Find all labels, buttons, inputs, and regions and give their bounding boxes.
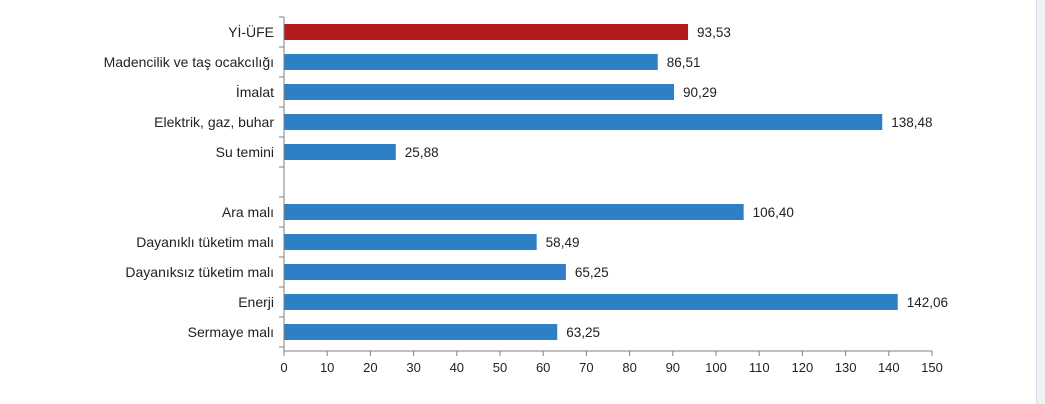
data-label: 93,53	[697, 25, 731, 40]
x-tick-label: 120	[792, 360, 814, 375]
edge-strip	[1036, 0, 1045, 404]
category-label: Ara malı	[222, 204, 274, 220]
bar	[284, 144, 396, 160]
bar	[284, 234, 537, 250]
bar	[284, 54, 658, 70]
category-label: Elektrik, gaz, buhar	[154, 114, 274, 130]
data-label: 142,06	[907, 295, 948, 310]
x-tick-label: 10	[320, 360, 334, 375]
bar	[284, 84, 675, 100]
x-tick-label: 60	[536, 360, 550, 375]
data-label: 106,40	[753, 205, 794, 220]
category-label: Madencilik ve taş ocakcılığı	[104, 54, 274, 70]
data-label: 58,49	[546, 235, 580, 250]
category-label: Su temini	[216, 144, 274, 160]
x-tick-label: 140	[878, 360, 900, 375]
bars-group	[284, 24, 898, 340]
category-label: Enerji	[238, 294, 274, 310]
category-labels-group: Yİ-ÜFE Madencilik ve taş ocakcılığı İmalat…	[104, 23, 275, 340]
x-tick-label: 30	[406, 360, 420, 375]
x-tick-label: 40	[450, 360, 464, 375]
data-label: 90,29	[683, 85, 717, 100]
bar	[284, 324, 558, 340]
category-label: Dayanıklı tüketim malı	[136, 234, 274, 250]
x-tick-label: 70	[579, 360, 593, 375]
data-label: 25,88	[405, 145, 439, 160]
axes-group	[279, 16, 933, 356]
data-label: 86,51	[667, 55, 701, 70]
x-tick-label: 50	[493, 360, 507, 375]
x-tick-label: 150	[921, 360, 943, 375]
category-label: İmalat	[236, 83, 274, 100]
x-tick-label: 0	[280, 360, 287, 375]
bar	[284, 204, 744, 220]
data-label: 63,25	[566, 325, 600, 340]
data-label: 65,25	[575, 265, 609, 280]
bar	[284, 264, 566, 280]
x-tick-label: 130	[835, 360, 857, 375]
value-labels-group: 93,53 86,51 90,29 138,48 25,88 106,40 58,49 65,…	[405, 25, 948, 340]
category-label: Yİ-ÜFE	[228, 23, 274, 40]
bar	[284, 24, 689, 40]
x-tick-label: 110	[749, 360, 770, 375]
data-label: 138,48	[891, 115, 932, 130]
category-label: Sermaye malı	[188, 324, 274, 340]
x-tick-label: 100	[705, 360, 727, 375]
x-tick-label: 20	[363, 360, 377, 375]
category-label: Dayanıksız tüketim malı	[125, 264, 274, 280]
x-tick-label: 90	[666, 360, 680, 375]
tick-labels-group: 0 10 20 30 40 50 60 70 80 90 100 110 120 130 140 150	[280, 360, 942, 375]
x-tick-label: 80	[622, 360, 636, 375]
bar	[284, 294, 898, 310]
bar	[284, 114, 883, 130]
